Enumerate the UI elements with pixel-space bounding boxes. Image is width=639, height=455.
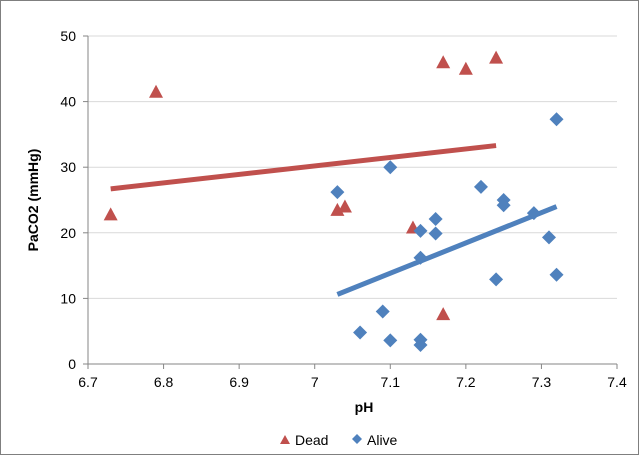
x-tick-label-4: 7.1 [381, 374, 401, 390]
x-tick-label-2: 6.9 [229, 374, 249, 390]
point-dead-8 [436, 307, 451, 321]
point-alive-12 [549, 267, 564, 282]
point-dead-7 [489, 50, 504, 64]
point-alive-6 [473, 179, 488, 194]
point-dead-2 [330, 202, 345, 216]
y-tick-label-3: 30 [60, 159, 76, 175]
y-tick-labels: 0 10 20 30 40 50 [60, 28, 76, 372]
y-tick-label-4: 40 [60, 94, 76, 110]
y-tick-label-1: 10 [60, 290, 76, 306]
point-alive-16 [383, 333, 398, 348]
point-dead-0 [103, 207, 118, 221]
legend-dead-marker [280, 435, 290, 444]
point-dead-3 [337, 199, 352, 213]
x-tick-label-5: 7.2 [456, 374, 476, 390]
x-tick-labels: 6.7 6.8 6.9 7 7.1 7.2 7.3 7.4 [78, 374, 627, 390]
point-alive-13 [489, 272, 504, 287]
legend: Dead Alive [280, 432, 398, 448]
y-axis-title: PaCO2 (mmHg) [25, 149, 41, 252]
legend-alive-marker [352, 434, 362, 444]
legend-alive-label: Alive [367, 432, 398, 448]
point-alive-14 [375, 304, 390, 319]
x-tick-label-6: 7.3 [532, 374, 552, 390]
point-dead-1 [149, 84, 164, 98]
trendlines [110, 143, 558, 297]
trendline-alive [336, 204, 558, 297]
point-alive-0 [330, 185, 345, 200]
x-axis-title: pH [355, 399, 374, 415]
point-alive-8 [496, 198, 511, 213]
x-tick-label-3: 7 [311, 374, 319, 390]
legend-dead-label: Dead [295, 432, 328, 448]
x-tick-label-0: 6.7 [78, 374, 98, 390]
data-points [103, 50, 564, 352]
point-alive-4 [428, 226, 443, 241]
y-tick-label-5: 50 [60, 28, 76, 44]
axes [83, 35, 618, 369]
point-alive-15 [353, 325, 368, 340]
gridlines [88, 35, 617, 299]
point-alive-9 [526, 206, 541, 221]
x-tick-label-7: 7.4 [607, 374, 627, 390]
point-alive-18 [413, 337, 428, 352]
point-alive-5 [413, 250, 428, 265]
trendline-dead [110, 143, 497, 192]
point-alive-10 [541, 230, 556, 245]
point-alive-2 [413, 223, 428, 238]
point-dead-5 [436, 55, 451, 69]
point-alive-11 [549, 112, 564, 127]
point-alive-3 [428, 212, 443, 227]
point-alive-1 [383, 160, 398, 175]
y-tick-label-2: 20 [60, 225, 76, 241]
y-tick-label-0: 0 [68, 356, 76, 372]
x-tick-label-1: 6.8 [154, 374, 174, 390]
point-dead-6 [458, 61, 473, 75]
